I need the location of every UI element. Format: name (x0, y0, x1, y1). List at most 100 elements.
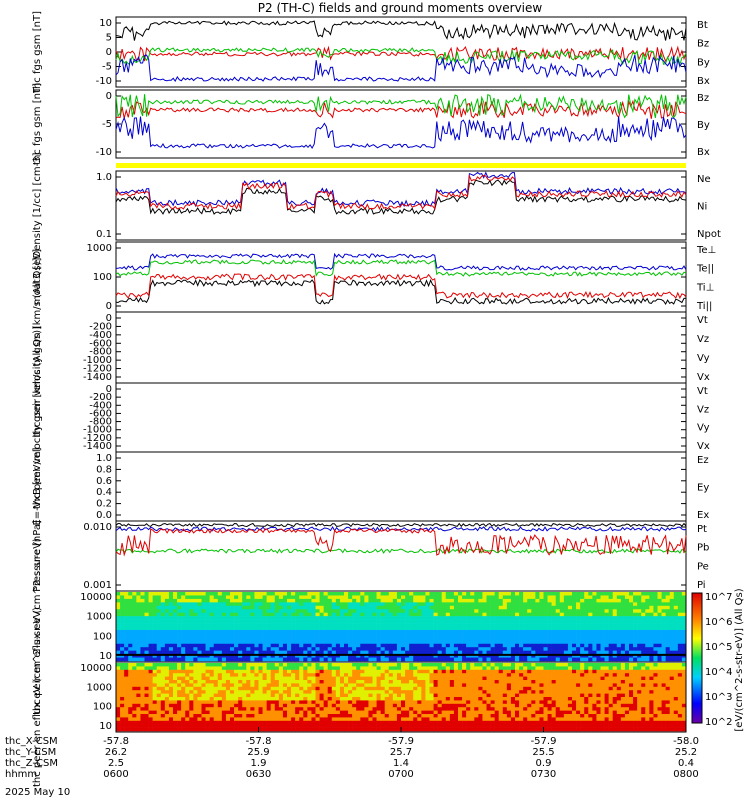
heatmap-cell (331, 623, 337, 627)
heatmap-cell (567, 626, 573, 631)
heatmap-cell (360, 714, 365, 718)
heatmap-cell (494, 657, 500, 662)
heatmap-cell (189, 616, 194, 620)
heatmap-cell (274, 654, 280, 658)
heatmap-cell (274, 609, 280, 613)
heatmap-cell (238, 693, 243, 698)
heatmap-cell (152, 650, 158, 655)
heatmap-cell (299, 657, 304, 662)
heatmap-cell (453, 592, 459, 596)
heatmap-cell (604, 643, 609, 648)
heatmap-cell (348, 605, 353, 610)
heatmap-cell (323, 602, 329, 607)
heatmap-cell (148, 595, 153, 600)
legend-item: Bx (697, 147, 710, 158)
y-tick-label: 1.0 (96, 172, 112, 183)
heatmap-cell (339, 693, 345, 698)
heatmap-cell (225, 629, 231, 634)
heatmap-cell (453, 710, 459, 715)
heatmap-cell (291, 623, 296, 627)
heatmap-cell (388, 626, 394, 631)
heatmap-cell (356, 697, 361, 701)
heatmap-cell (344, 616, 349, 620)
heatmap-cell (287, 605, 292, 610)
heatmap-cell (620, 626, 626, 631)
heatmap-cell (291, 643, 296, 648)
heatmap-cell (287, 707, 292, 711)
heatmap-cell (629, 640, 634, 645)
heatmap-cell (482, 647, 487, 651)
heatmap-cell (364, 636, 369, 641)
heatmap-cell (596, 595, 601, 600)
heatmap-cell (156, 707, 162, 711)
heatmap-cell (177, 626, 182, 631)
heatmap-cell (128, 717, 133, 722)
heatmap-cell (384, 683, 390, 688)
heatmap-cell (441, 598, 447, 603)
heatmap-cell (193, 683, 198, 688)
heatmap-cell (466, 720, 471, 725)
heatmap-cell (193, 686, 198, 691)
heatmap-cell (515, 598, 520, 603)
heatmap-cell (482, 714, 487, 718)
heatmap-cell (445, 673, 451, 677)
heatmap-cell (213, 676, 219, 681)
heatmap-cell (315, 686, 320, 691)
heatmap-cell (372, 680, 377, 684)
heatmap-cell (315, 616, 320, 620)
heatmap-cell (258, 629, 263, 634)
heatmap-cell (482, 654, 487, 658)
heatmap-cell (567, 633, 573, 638)
heatmap-cell (502, 666, 508, 671)
heatmap-cell (185, 690, 190, 694)
heatmap-cell (629, 623, 634, 627)
heatmap-cell (177, 663, 182, 667)
heatmap-cell (258, 673, 263, 677)
heatmap-cell (551, 605, 557, 610)
heatmap-cell (486, 633, 491, 638)
heatmap-cell (348, 623, 353, 627)
heatmap-cell (213, 616, 219, 620)
heatmap-cell (234, 612, 239, 617)
heatmap-cell (246, 707, 251, 711)
heatmap-cell (515, 697, 520, 701)
heatmap-cell (173, 697, 178, 701)
heatmap-cell (649, 602, 654, 607)
heatmap-cell (230, 663, 235, 667)
heatmap-cell (193, 707, 198, 711)
heatmap-cell (498, 666, 504, 671)
heatmap-cell (136, 697, 141, 701)
heatmap-cell (348, 595, 353, 600)
heatmap-cell (262, 707, 267, 711)
heatmap-cell (470, 714, 475, 718)
heatmap-cell (413, 676, 418, 681)
heatmap-cell (209, 693, 215, 698)
heatmap-cell (510, 707, 516, 711)
heatmap-cell (246, 680, 251, 684)
heatmap-cell (506, 710, 512, 715)
heatmap-cell (478, 710, 483, 715)
y-tick-label: -10 (96, 147, 112, 158)
heatmap-cell (152, 616, 158, 620)
heatmap-cell (278, 619, 284, 624)
heatmap-cell (458, 636, 463, 641)
heatmap-cell (429, 663, 434, 667)
heatmap-cell (299, 683, 304, 688)
heatmap-cell (189, 592, 194, 596)
heatmap-cell (596, 609, 601, 613)
heatmap-cell (559, 595, 565, 600)
heatmap-cell (323, 598, 329, 603)
heatmap-cell (494, 605, 500, 610)
heatmap-cell (266, 623, 272, 627)
heatmap-cell (287, 616, 292, 620)
heatmap-cell (303, 666, 308, 671)
heatmap-cell (209, 647, 215, 651)
heatmap-cell (205, 654, 210, 658)
heatmap-cell (144, 636, 149, 641)
heatmap-cell (197, 609, 202, 613)
heatmap-cell (592, 643, 597, 648)
heatmap-cell (311, 669, 316, 674)
heatmap-cell (144, 727, 149, 732)
heatmap-cell (323, 686, 329, 691)
heatmap-cell (543, 612, 548, 617)
